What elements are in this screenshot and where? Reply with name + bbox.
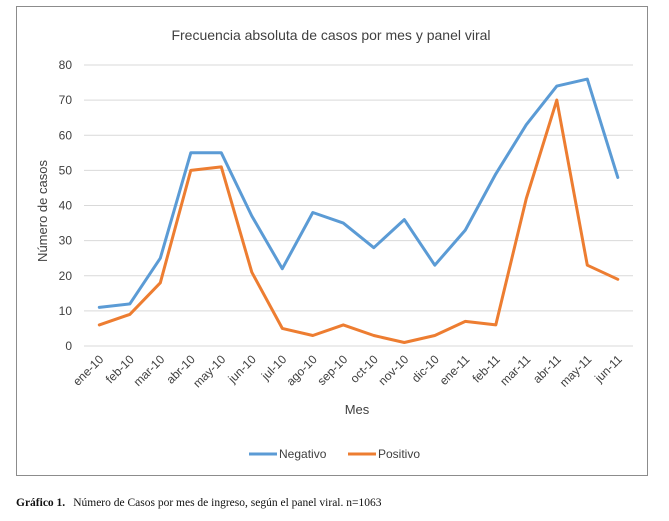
x-tick-label: jun-11 <box>591 352 625 386</box>
figure-caption: Gráfico 1. Número de Casos por mes de ing… <box>16 497 381 509</box>
legend: Negativo Positivo <box>249 447 420 461</box>
x-tick-label: ago-10 <box>284 352 321 389</box>
y-tick-label: 70 <box>59 93 73 107</box>
caption-label: Gráfico 1. <box>16 497 66 509</box>
caption-text: Número de Casos por mes de ingreso, segú… <box>73 497 382 509</box>
y-tick-labels: 0 10 20 30 40 50 60 70 80 <box>59 58 73 353</box>
chart-title: Frecuencia absoluta de casos por mes y p… <box>171 27 490 43</box>
x-tick-label: ene-11 <box>437 352 473 388</box>
y-axis-label: Número de casos <box>35 160 50 262</box>
legend-label: Negativo <box>279 447 327 461</box>
x-tick-label: may-10 <box>190 352 228 390</box>
chart-frame: Frecuencia absoluta de casos por mes y p… <box>16 6 648 476</box>
x-tick-label: mar-10 <box>131 352 168 389</box>
y-tick-label: 20 <box>59 269 73 283</box>
y-tick-label: 80 <box>59 58 73 72</box>
series-line-negativo <box>97 77 620 309</box>
y-tick-label: 30 <box>59 234 73 248</box>
y-tick-label: 0 <box>65 339 72 353</box>
x-axis-label: Mes <box>345 402 370 417</box>
y-tick-label: 50 <box>59 163 73 177</box>
legend-label: Positivo <box>378 447 420 461</box>
x-tick-label: nov-10 <box>376 352 412 388</box>
y-tick-label: 10 <box>59 304 73 318</box>
series-lines <box>97 77 620 344</box>
x-tick-label: sep-10 <box>315 352 351 388</box>
y-tick-label: 60 <box>59 128 73 142</box>
x-tick-label: mar-11 <box>497 352 533 388</box>
grid-lines <box>84 64 633 347</box>
x-tick-label: dic-10 <box>409 352 442 385</box>
line-chart: Frecuencia absoluta de casos por mes y p… <box>35 27 633 461</box>
x-tick-label: may-11 <box>557 352 595 390</box>
x-tick-label: oct-10 <box>347 352 381 386</box>
y-tick-label: 40 <box>59 199 73 213</box>
series-line-positivo <box>97 98 620 344</box>
x-tick-label: ene-10 <box>70 352 107 389</box>
x-tick-label: jun-10 <box>225 352 259 386</box>
